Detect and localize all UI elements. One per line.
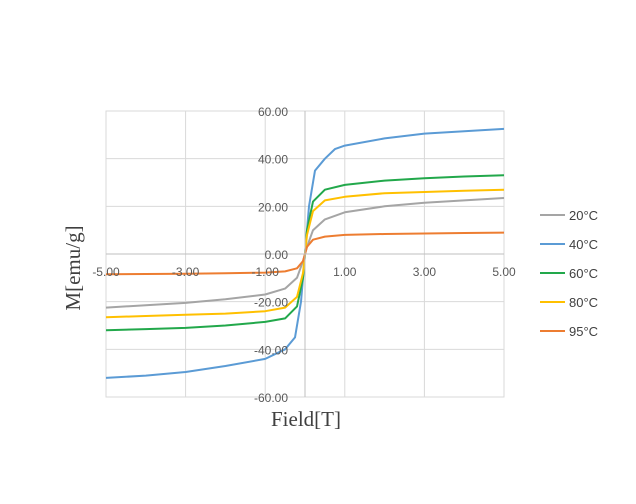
tick-labels: -5.00 -3.00 -1.00 1.00 3.00 5.00 60.00 40.00 20.… [92,105,516,405]
legend: 20°C 40°C 60°C 80°C 95°C [540,208,598,339]
legend-item: 60°C [540,266,598,281]
legend-item: 40°C [540,237,598,252]
y-tick-label: 40.00 [258,153,288,167]
y-tick-label: -20.00 [254,296,288,310]
x-tick-label: 3.00 [413,265,437,279]
legend-label: 80°C [569,295,598,310]
legend-label: 60°C [569,266,598,281]
x-tick-label: -5.00 [92,265,120,279]
y-tick-label: -40.00 [254,343,288,357]
x-tick-label: -3.00 [172,265,200,279]
axes [106,111,504,397]
x-tick-label: -1.00 [252,265,280,279]
y-axis-title: M[emu/g] [61,225,85,310]
legend-item: 95°C [540,324,598,339]
x-axis-title: Field[T] [271,407,341,431]
x-tick-label: 5.00 [492,265,516,279]
legend-item: 80°C [540,295,598,310]
legend-item: 20°C [540,208,598,223]
y-tick-label: -60.00 [254,391,288,405]
x-tick-label: 1.00 [333,265,357,279]
y-tick-label: 20.00 [258,200,288,214]
legend-label: 95°C [569,324,598,339]
legend-label: 20°C [569,208,598,223]
legend-label: 40°C [569,237,598,252]
y-tick-label: 0.00 [265,248,289,262]
y-tick-label: 60.00 [258,105,288,119]
